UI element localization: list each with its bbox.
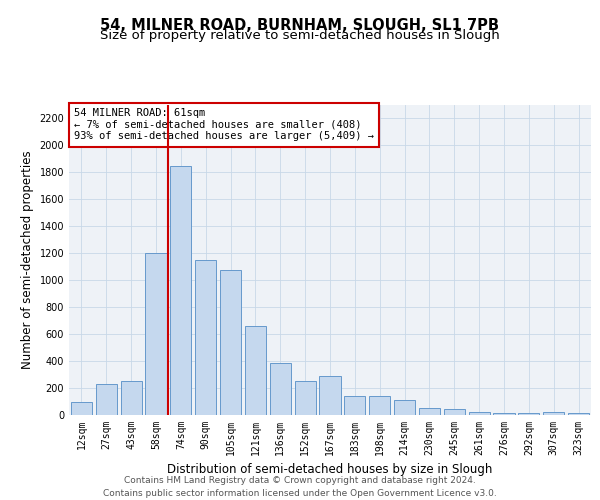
Bar bbox=[419, 408, 440, 415]
Bar bbox=[145, 254, 167, 415]
Text: Contains HM Land Registry data © Crown copyright and database right 2024.
Contai: Contains HM Land Registry data © Crown c… bbox=[103, 476, 497, 498]
Bar bbox=[493, 412, 515, 415]
Bar bbox=[121, 382, 142, 415]
Bar bbox=[220, 270, 241, 415]
Bar bbox=[369, 396, 390, 415]
Bar bbox=[469, 412, 490, 415]
Bar bbox=[394, 400, 415, 415]
X-axis label: Distribution of semi-detached houses by size in Slough: Distribution of semi-detached houses by … bbox=[167, 464, 493, 476]
Bar bbox=[270, 363, 291, 415]
Bar bbox=[245, 326, 266, 415]
Text: 54, MILNER ROAD, BURNHAM, SLOUGH, SL1 7PB: 54, MILNER ROAD, BURNHAM, SLOUGH, SL1 7P… bbox=[101, 18, 499, 32]
Bar bbox=[319, 376, 341, 415]
Bar bbox=[568, 412, 589, 415]
Bar bbox=[444, 409, 465, 415]
Bar bbox=[344, 396, 365, 415]
Bar bbox=[543, 412, 564, 415]
Bar bbox=[195, 260, 216, 415]
Bar bbox=[295, 382, 316, 415]
Y-axis label: Number of semi-detached properties: Number of semi-detached properties bbox=[21, 150, 34, 370]
Text: 54 MILNER ROAD: 61sqm
← 7% of semi-detached houses are smaller (408)
93% of semi: 54 MILNER ROAD: 61sqm ← 7% of semi-detac… bbox=[74, 108, 374, 142]
Bar bbox=[170, 166, 191, 415]
Text: Size of property relative to semi-detached houses in Slough: Size of property relative to semi-detach… bbox=[100, 29, 500, 42]
Bar bbox=[96, 384, 117, 415]
Bar bbox=[71, 402, 92, 415]
Bar bbox=[518, 412, 539, 415]
